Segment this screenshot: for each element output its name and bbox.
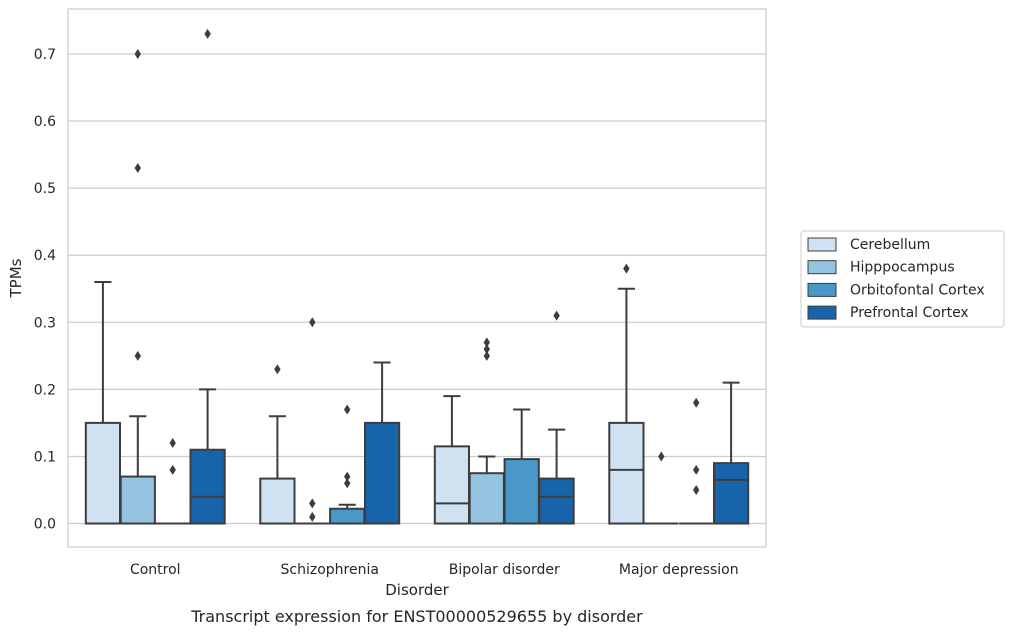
outlier-point [169,438,176,449]
outlier-point [483,344,490,355]
y-tick-label: 0.0 [34,517,56,533]
box-0-3 [189,28,226,525]
box-3-3 [712,381,750,525]
box-body [84,421,122,525]
box-body [538,477,575,525]
outlier-point [309,498,316,509]
y-tick-label: 0.5 [34,181,56,197]
outlier-point [204,28,211,39]
outlier-point [693,464,700,475]
y-axis-label: TPMs [7,258,25,298]
legend-label: Prefrontal Cortex [850,305,969,321]
legend-label: Orbitofontal Cortex [850,282,985,298]
legend-swatch [807,282,837,297]
outlier-point [658,451,665,462]
legend-swatch [807,237,837,252]
box-1-1 [295,317,330,525]
box-body [433,445,471,525]
outlier-point [309,511,316,522]
outlier-point [344,471,351,482]
legend-swatch [807,260,837,275]
box-body [712,462,750,525]
box-0-1 [119,48,156,525]
box-3-1 [644,451,679,525]
legend-label: Cerebellum [850,237,930,253]
outlier-point [483,337,490,348]
x-tick-label: Major depression [619,562,739,578]
x-tick-label: Bipolar disorder [449,562,560,578]
box-2-2 [503,408,540,525]
box-3-2 [679,397,714,525]
y-tick-label: 0.3 [34,315,56,331]
x-axis-label: Disorder [385,581,449,599]
box-body [119,475,156,525]
box-body [468,472,505,525]
box-body [363,421,401,525]
box-body [503,458,540,525]
legend-label: Hipppocampus [850,260,955,276]
y-tick-label: 0.6 [34,114,56,130]
plot-frame [67,8,767,548]
y-tick-label: 0.2 [34,382,56,398]
box-1-3 [363,361,401,525]
outlier-point [693,484,700,495]
x-tick-labels: Control Schizophrenia Bipolar disorder Majo… [130,562,739,578]
box-3-0 [608,263,645,525]
x-tick-label: Schizophrenia [281,562,379,578]
outlier-point [344,478,351,489]
y-tick-labels: 0.0 0.1 0.2 0.3 0.4 0.5 0.6 0.7 [34,47,56,533]
box-0-0 [84,281,122,525]
legend-swatch [807,305,837,320]
outlier-point [483,350,490,361]
outlier-point [134,48,141,59]
box-2-1 [468,337,505,525]
legend-frame [800,230,1005,328]
box-2-3 [538,310,575,525]
box-1-2 [329,404,366,525]
legend: Cerebellum Hipppocampus Orbitofontal Corte… [800,230,1005,328]
box-body [259,477,296,525]
y-tick-label: 0.7 [34,47,56,63]
y-tick-label: 0.4 [34,248,56,264]
outlier-point [693,397,700,408]
outlier-point [274,364,281,375]
box-body [608,421,645,525]
outlier-point [344,404,351,415]
box-2-0 [433,395,471,525]
box-0-2 [155,438,190,525]
x-tick-label: Control [130,562,181,578]
outlier-point [134,162,141,173]
outlier-point [623,263,630,274]
outlier-point [309,317,316,328]
box-body [329,507,366,525]
outlier-point [553,310,560,321]
outlier-point [169,464,176,475]
box-body [189,448,226,525]
grid-layer [68,53,766,525]
box-layer [84,28,750,525]
y-tick-label: 0.1 [34,449,56,465]
box-1-0 [259,364,296,525]
outlier-point [134,350,141,361]
chart-caption: Transcript expression for ENST0000052965… [190,607,643,626]
